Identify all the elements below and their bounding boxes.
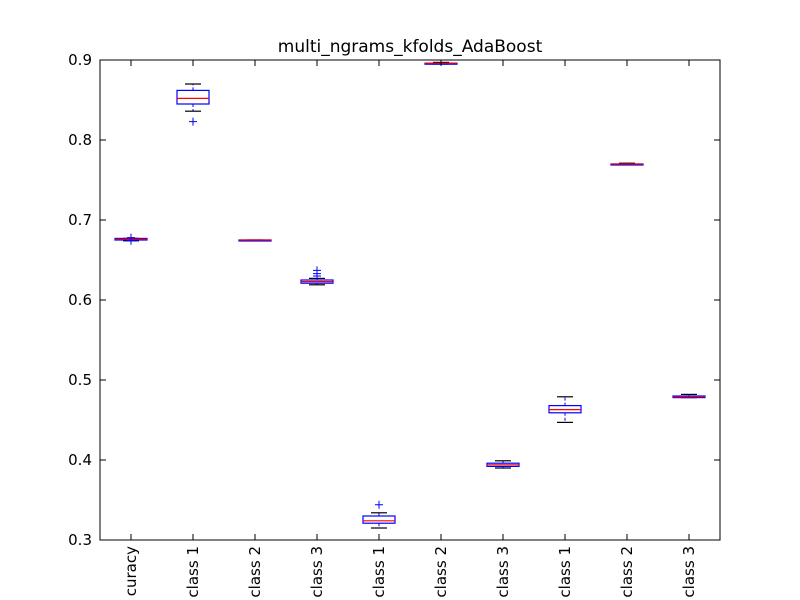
box-9	[610, 162, 644, 166]
plot-area	[114, 61, 706, 529]
outlier-marker	[313, 266, 321, 275]
box-10	[672, 393, 706, 399]
y-tick-label: 0.3	[68, 531, 92, 549]
y-tick-label: 0.7	[68, 211, 92, 229]
box-7	[486, 460, 520, 469]
y-tick-label: 0.5	[68, 371, 92, 389]
x-tick-label: class 2	[618, 546, 636, 598]
axes-frame	[99, 59, 721, 541]
x-tick-label: class 1	[184, 546, 202, 598]
chart-title: multi_ngrams_kfolds_AdaBoost	[278, 37, 543, 57]
outlier-marker	[189, 117, 197, 126]
box-2	[176, 83, 210, 126]
x-axis-ticks: curacy class 1 class 2 class 3 class 1 class …	[122, 546, 698, 598]
y-axis-ticks: 0.3 0.4 0.5 0.6 0.7 0.8 0.9	[68, 51, 720, 549]
box-5	[362, 500, 396, 529]
x-tick-label: class 3	[680, 546, 698, 598]
outlier-marker	[127, 236, 135, 245]
x-tick-label: class 1	[370, 546, 388, 598]
x-tick-label: class 3	[308, 546, 326, 598]
box-3	[238, 239, 272, 242]
iqr-box	[362, 515, 396, 524]
x-tick-label: class 2	[432, 546, 450, 598]
iqr-box	[176, 89, 210, 105]
outlier-marker	[375, 500, 383, 509]
y-tick-label: 0.6	[68, 291, 92, 309]
box-8	[548, 396, 582, 423]
x-tick-label: class 1	[556, 546, 574, 598]
x-tick-label: class 3	[494, 546, 512, 598]
y-tick-label: 0.4	[68, 451, 92, 469]
box-1	[114, 233, 148, 245]
box-4	[300, 266, 334, 286]
y-tick-label: 0.9	[68, 51, 92, 69]
x-tick-label: curacy	[122, 546, 140, 596]
y-tick-label: 0.8	[68, 131, 92, 149]
axes	[99, 59, 721, 541]
x-tick-label: class 2	[246, 546, 264, 598]
